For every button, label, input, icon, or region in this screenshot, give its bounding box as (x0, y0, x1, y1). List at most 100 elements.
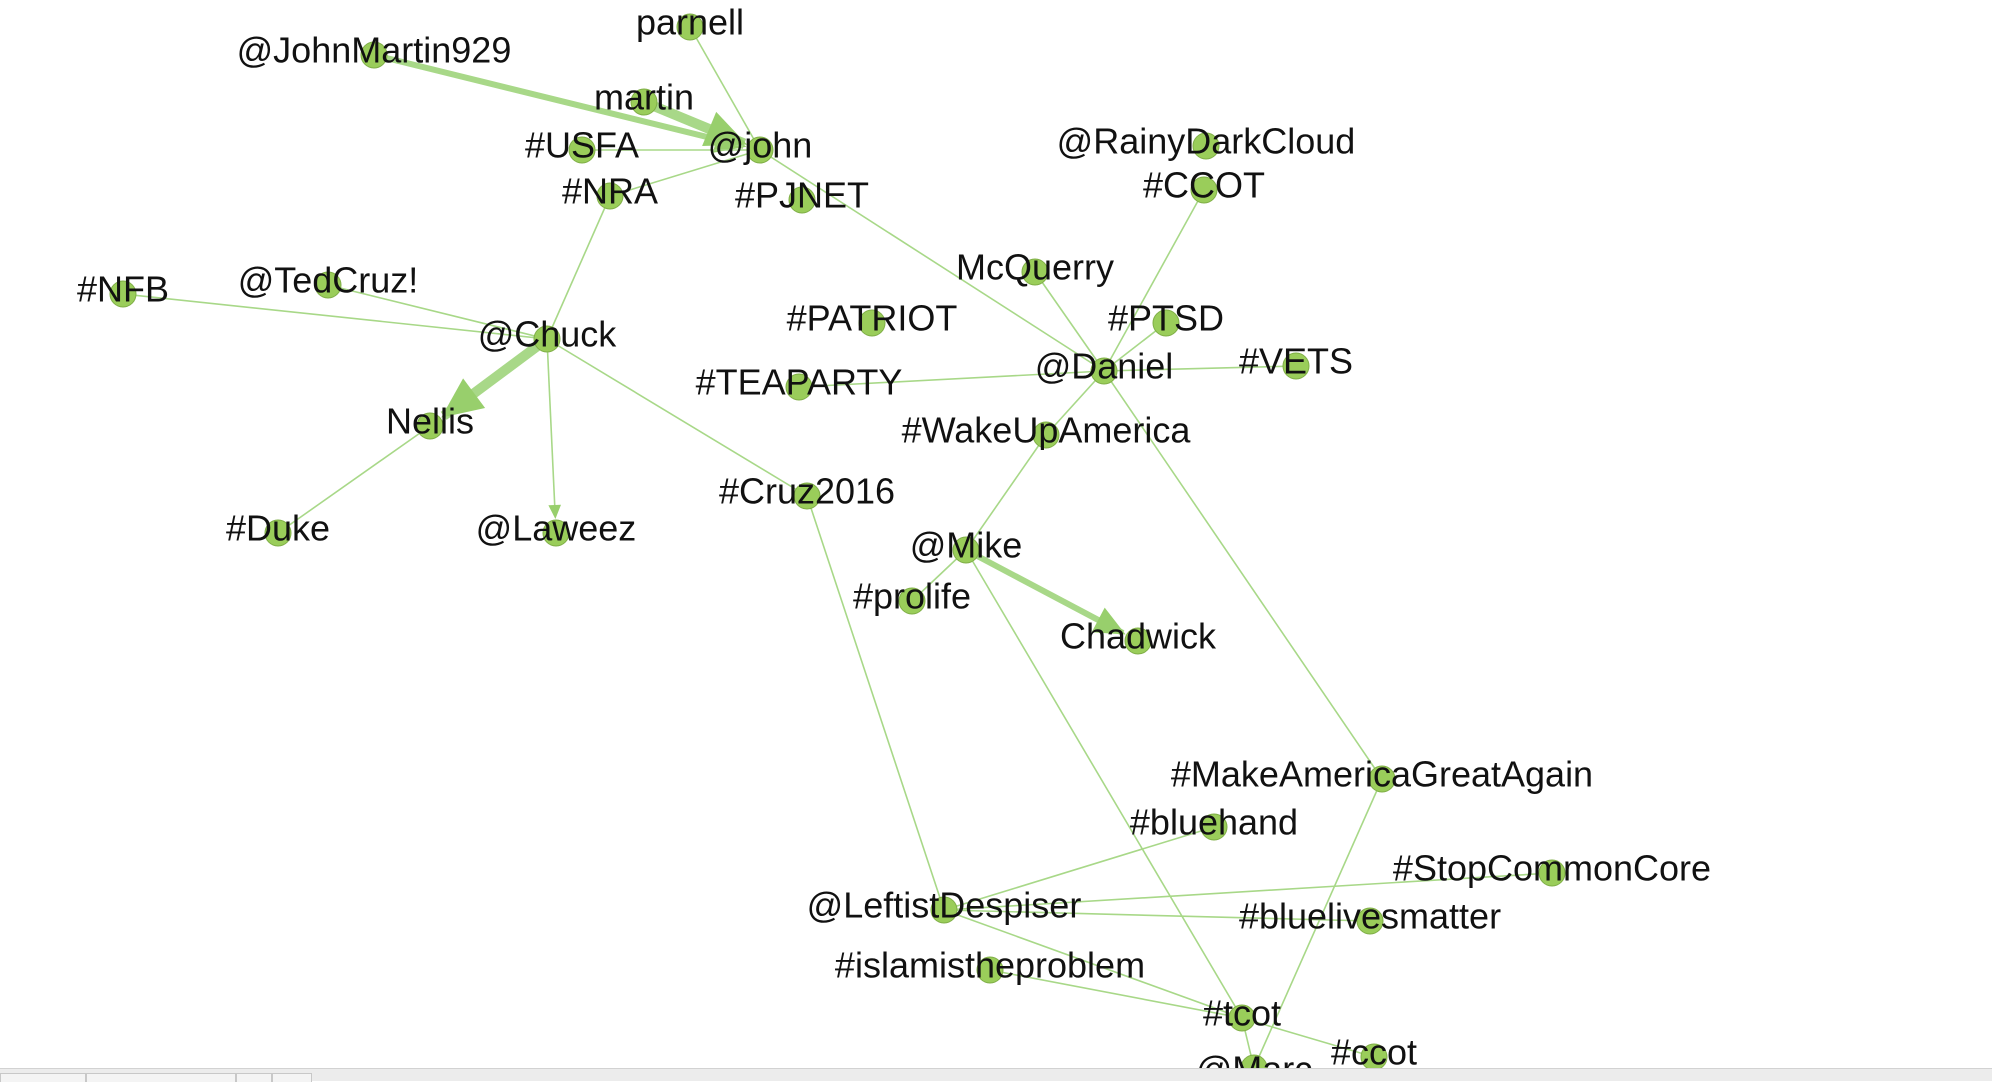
arrowhead-chuck-laweez (548, 504, 561, 519)
node-usfa[interactable] (568, 136, 596, 164)
edge-nra-chuck (546, 195, 611, 340)
node-label-nfb: #NFB (77, 269, 169, 310)
edge-ccot_up-daniel (1103, 189, 1205, 372)
node-label-ccot_up: #CCOT (1143, 165, 1265, 206)
node-stopcc[interactable] (1538, 859, 1566, 887)
node-tcot[interactable] (1228, 1004, 1256, 1032)
node-label-laweez: @Laweez (476, 508, 637, 549)
node-label-johnmartin: @JohnMartin929 (237, 30, 512, 71)
node-patriot[interactable] (858, 309, 886, 337)
labels-layer: parnell @JohnMartin929 martin #USFA @john #NR… (77, 2, 1711, 1068)
node-leftist[interactable] (930, 896, 958, 924)
edge-daniel-wakeup (1045, 370, 1105, 436)
node-label-vets: #VETS (1239, 341, 1353, 382)
node-teaparty[interactable] (785, 373, 813, 401)
node-mike[interactable] (952, 536, 980, 564)
node-tedcruz[interactable] (314, 271, 342, 299)
node-label-ptsd: #PTSD (1108, 298, 1224, 339)
node-laweez[interactable] (542, 519, 570, 547)
edge-maga-marc (1253, 778, 1383, 1068)
node-label-patriot: #PATRIOT (787, 298, 958, 339)
node-martin[interactable] (630, 88, 658, 116)
node-johnmartin[interactable] (360, 41, 388, 69)
edge-tedcruz-chuck (327, 284, 548, 340)
node-label-wakeup: #WakeUpAmerica (902, 410, 1192, 451)
edge-teaparty-daniel (798, 370, 1105, 388)
bottom-tab[interactable] (272, 1073, 312, 1082)
edges-layer (122, 26, 1553, 1068)
node-daniel[interactable] (1090, 357, 1118, 385)
node-chadwick[interactable] (1124, 627, 1152, 655)
node-label-prolife: #prolife (853, 576, 971, 617)
node-wakeup[interactable] (1032, 421, 1060, 449)
edge-tcot-ccot (1241, 1017, 1375, 1058)
edge-mcquerry-daniel (1034, 271, 1105, 372)
node-ccot[interactable] (1360, 1043, 1388, 1068)
node-label-islam: #islamistheproblem (835, 945, 1145, 986)
edge-nellis-duke (277, 425, 431, 534)
node-vets[interactable] (1282, 352, 1310, 380)
edge-vets-daniel (1103, 365, 1297, 372)
bottom-tab[interactable] (86, 1073, 236, 1082)
node-label-martin: martin (594, 77, 694, 118)
edge-mike-tcot (965, 549, 1243, 1019)
edge-leftist-tcot (943, 909, 1243, 1019)
node-label-nellis: Nellis (386, 401, 474, 442)
node-label-chadwick: Chadwick (1060, 616, 1217, 657)
node-label-ccot: #ccot (1331, 1032, 1417, 1068)
node-ptsd[interactable] (1152, 309, 1180, 337)
edge-chuck-laweez (546, 338, 557, 517)
node-label-duke: #Duke (226, 508, 330, 549)
edge-nra-john (609, 149, 761, 197)
node-label-pjnet: #PJNET (735, 175, 869, 216)
node-cruz2016[interactable] (793, 482, 821, 510)
node-islam[interactable] (976, 956, 1004, 984)
node-label-mcquerry: McQuerry (956, 247, 1114, 288)
edge-john-daniel (759, 149, 1105, 372)
node-nra[interactable] (596, 182, 624, 210)
node-john[interactable] (746, 136, 774, 164)
node-pjnet[interactable] (788, 186, 816, 214)
node-label-john: @john (708, 125, 813, 166)
edge-leftist-blm (943, 909, 1371, 922)
node-label-stopcc: #StopCommonCore (1393, 848, 1711, 889)
node-ccot_up[interactable] (1190, 176, 1218, 204)
bottom-tab[interactable] (236, 1073, 272, 1082)
node-label-teaparty: #TEAPARTY (696, 362, 903, 403)
node-label-maga: #MakeAmericaGreatAgain (1171, 754, 1593, 795)
bottom-tab[interactable] (0, 1073, 86, 1082)
node-label-nra: #NRA (562, 171, 658, 212)
node-label-blm: #bluelivesmatter (1239, 896, 1501, 937)
node-mcquerry[interactable] (1021, 258, 1049, 286)
node-blm[interactable] (1356, 907, 1384, 935)
node-label-parnell: parnell (636, 2, 744, 43)
node-label-bluehand: #bluehand (1130, 802, 1298, 843)
edge-leftist-stopcc (943, 872, 1553, 911)
edge-wakeup-mike (965, 434, 1047, 551)
nodes-layer (109, 13, 1566, 1068)
edge-nfb-chuck (122, 293, 548, 340)
node-label-tcot: #tcot (1203, 993, 1281, 1034)
node-bluehand[interactable] (1200, 813, 1228, 841)
node-maga[interactable] (1368, 765, 1396, 793)
edge-cruz2016-leftist (806, 495, 945, 911)
node-chuck[interactable] (533, 325, 561, 353)
edge-johnmartin-john (373, 52, 745, 149)
arrowhead-mike-chadwick (1091, 607, 1126, 635)
node-label-daniel: @Daniel (1035, 346, 1174, 387)
edge-leftist-bluehand (943, 826, 1215, 911)
node-label-tedcruz: @TedCruz! (238, 260, 419, 301)
node-duke[interactable] (264, 519, 292, 547)
node-prolife[interactable] (898, 587, 926, 615)
node-label-marc: @Marc (1196, 1049, 1313, 1068)
node-nfb[interactable] (109, 280, 137, 308)
edge-mike-chadwick (964, 547, 1125, 636)
node-parnell[interactable] (676, 13, 704, 41)
node-label-cruz2016: #Cruz2016 (719, 471, 895, 512)
node-rainy[interactable] (1192, 132, 1220, 160)
node-marc[interactable] (1240, 1054, 1268, 1068)
node-nellis[interactable] (416, 412, 444, 440)
node-label-chuck: @Chuck (478, 314, 618, 355)
